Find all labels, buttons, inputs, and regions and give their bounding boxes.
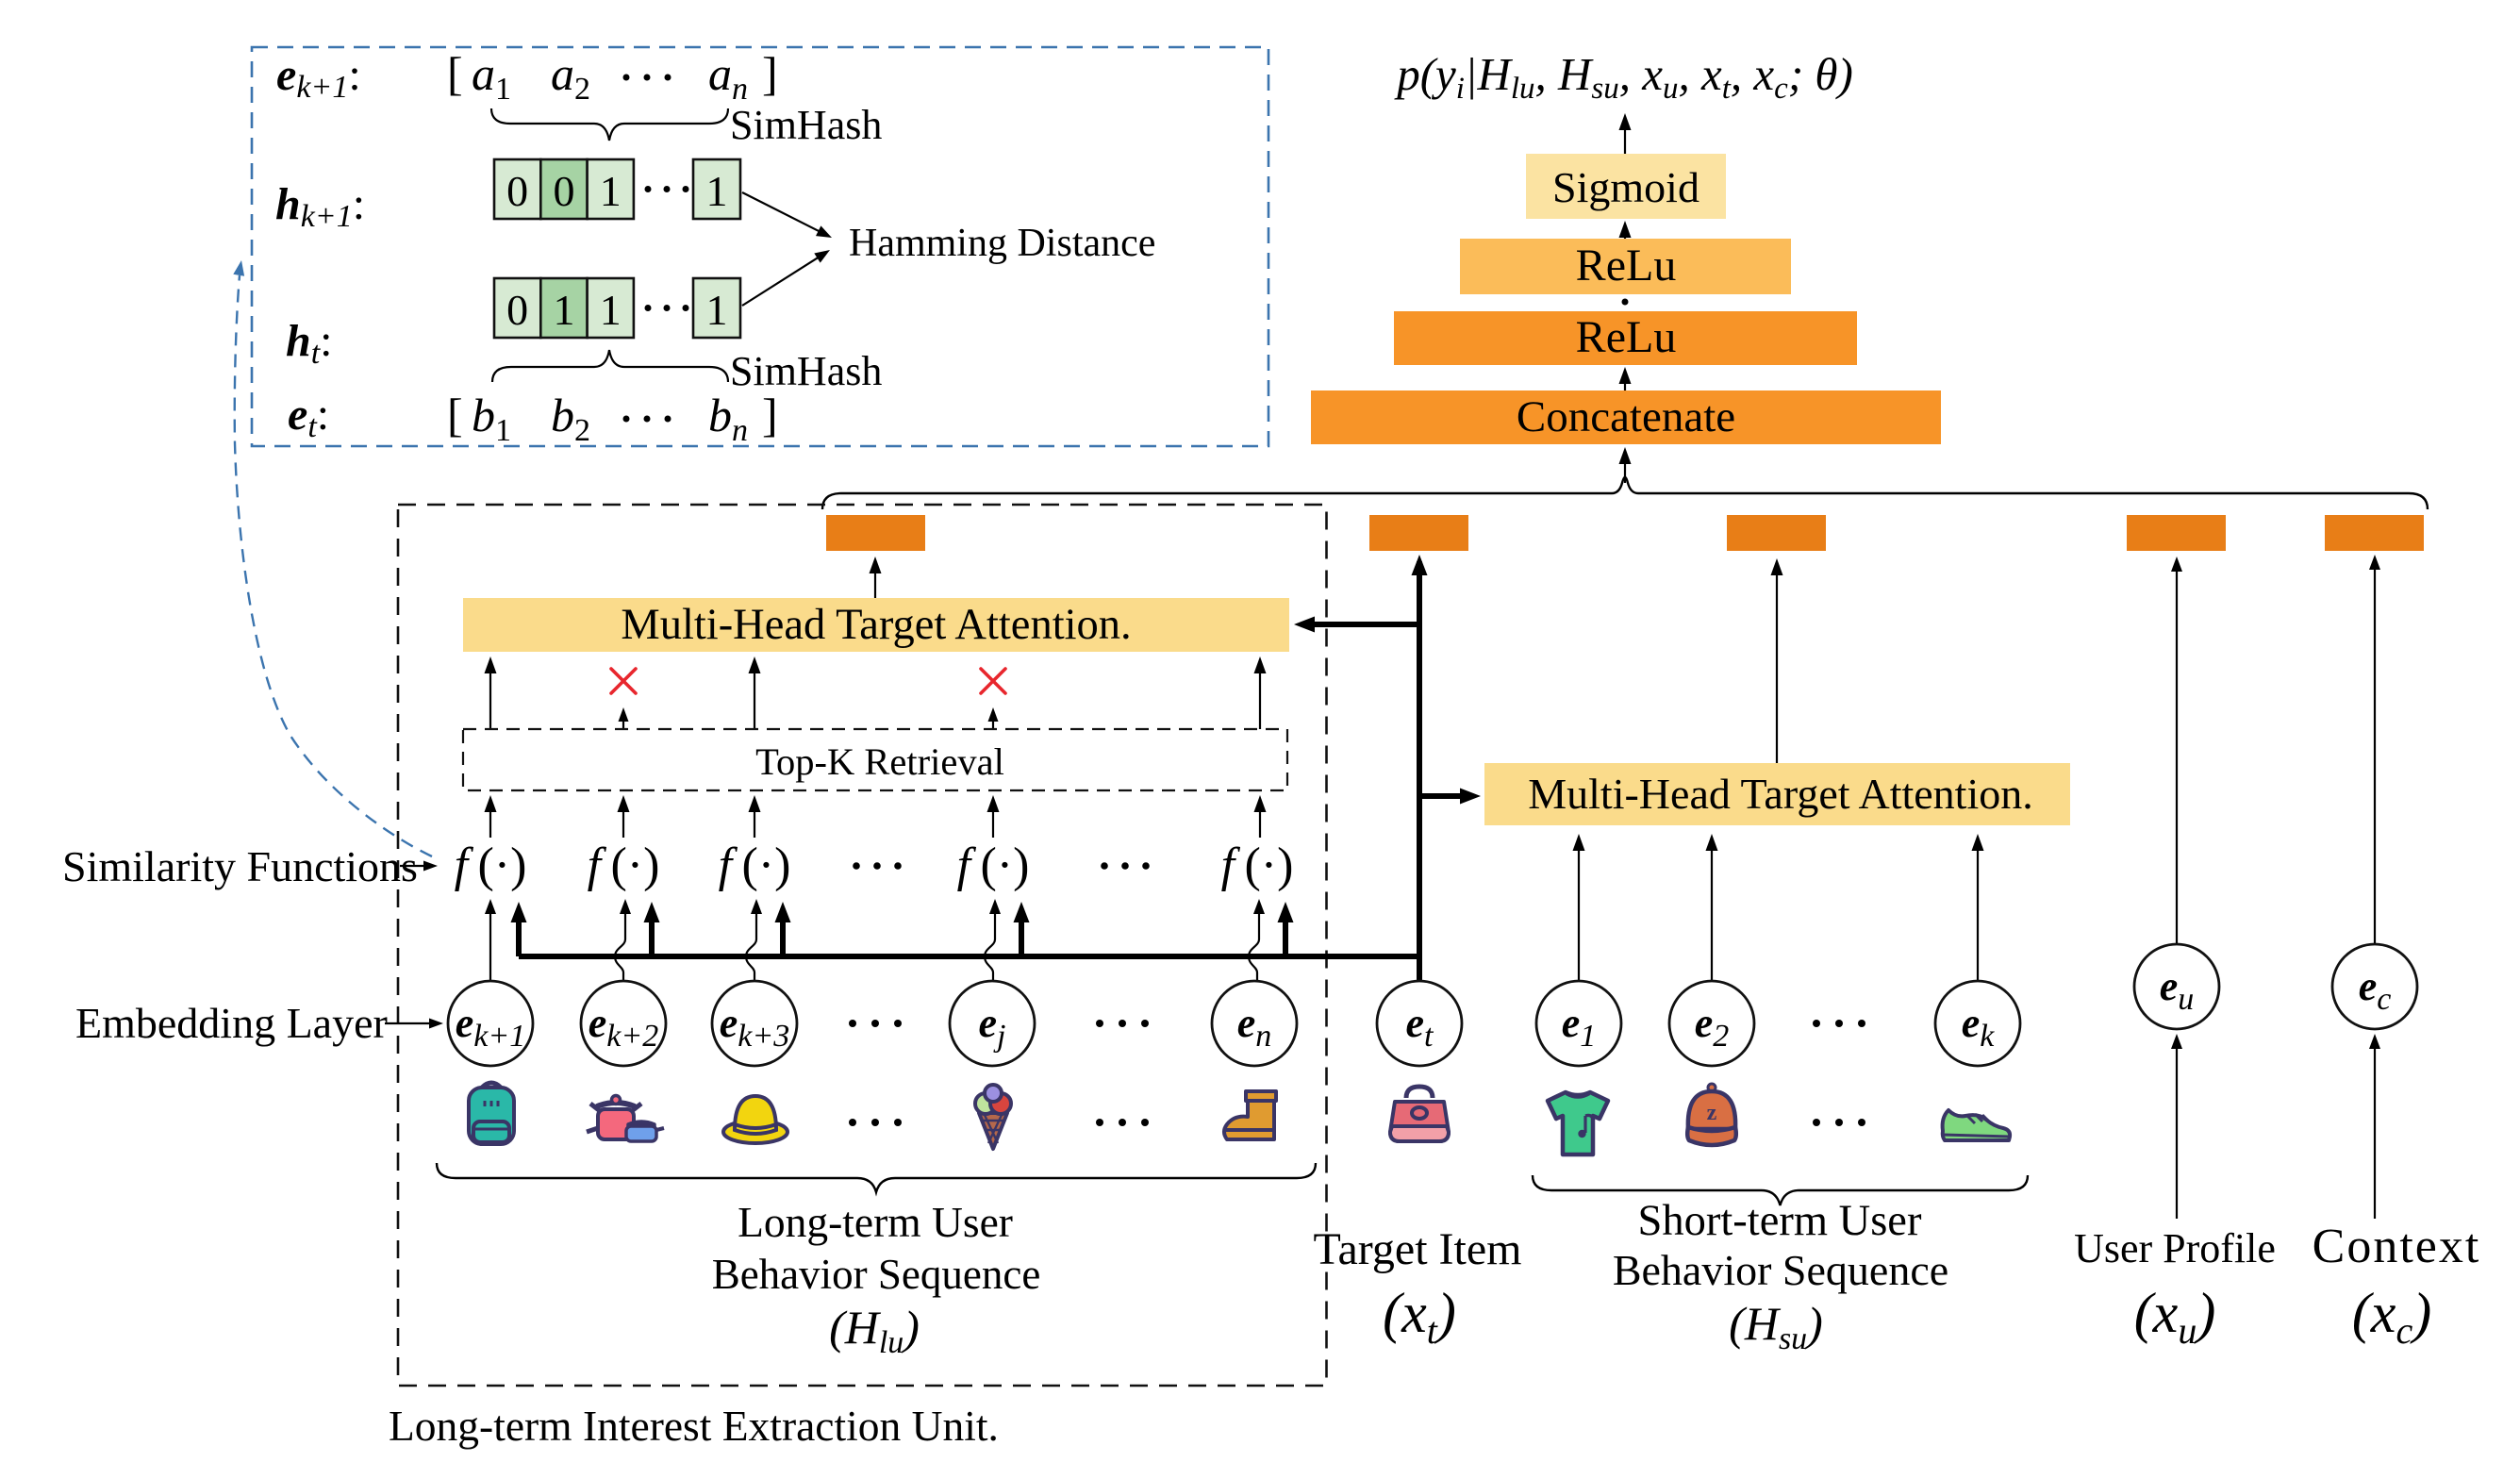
svg-text:bn: bn [708,389,748,448]
svg-text:]: ] [762,389,778,441]
svg-text:Behavior Sequence: Behavior Sequence [1613,1246,1948,1294]
svg-text:1: 1 [706,167,728,215]
svg-text:ek+3: ek+3 [720,1000,790,1054]
svg-text:ej: ej [979,1000,1006,1054]
svg-text:1: 1 [706,286,728,334]
svg-text:ek+1:: ek+1: [276,50,361,105]
svg-text:eu: eu [2160,963,2195,1017]
svg-text:Target Item: Target Item [1314,1224,1522,1274]
svg-text:SimHash: SimHash [730,102,882,148]
svg-text:0: 0 [506,286,528,334]
svg-text:Embedding Layer: Embedding Layer [75,999,388,1047]
svg-text:ek+2: ek+2 [589,1000,659,1054]
svg-text:ec: ec [2359,963,2392,1017]
svg-text:an: an [708,47,748,107]
svg-text:ht:: ht: [286,316,333,371]
svg-text:Concatenate: Concatenate [1517,392,1735,441]
svg-text:Similarity Functions: Similarity Functions [62,842,418,890]
svg-text:b1: b1 [472,389,511,448]
svg-text:ReLu: ReLu [1576,312,1677,362]
svg-text:Context: Context [2313,1220,2481,1273]
svg-text:]: ] [762,47,778,100]
svg-text:(xu): (xu) [2134,1282,2216,1352]
svg-text:a2: a2 [551,47,590,107]
svg-text:ReLu: ReLu [1576,241,1677,291]
svg-text:0: 0 [553,167,574,215]
svg-text:Long-term User: Long-term User [738,1198,1013,1246]
svg-text:f (·): f (·) [957,839,1030,892]
svg-text:f (·): f (·) [1221,839,1294,892]
svg-text:User Profile: User Profile [2074,1225,2276,1271]
svg-text:b2: b2 [551,389,590,448]
svg-text:Short-term User: Short-term User [1638,1197,1922,1245]
svg-text:(xc): (xc) [2352,1282,2431,1352]
svg-text:[: [ [447,389,463,441]
svg-text:a1: a1 [472,47,511,107]
svg-text:Behavior Sequence: Behavior Sequence [712,1251,1041,1298]
svg-text:1: 1 [600,286,622,334]
svg-text:et: et [1406,1000,1435,1054]
svg-text:f (·): f (·) [588,839,660,892]
svg-text:Multi-Head Target Attention.: Multi-Head Target Attention. [1528,770,2033,818]
svg-text:ek: ek [1962,1000,1996,1054]
svg-text:hk+1:: hk+1: [275,179,365,234]
svg-text:(Hsu): (Hsu) [1729,1297,1823,1356]
svg-text:et:: et: [288,390,329,444]
svg-text:f (·): f (·) [455,839,527,892]
svg-text:Long-term Interest Extraction: Long-term Interest Extraction Unit. [389,1402,999,1450]
svg-text:Hamming Distance: Hamming Distance [849,222,1155,265]
svg-text:SimHash: SimHash [730,348,882,394]
svg-text:e2: e2 [1695,1000,1730,1054]
svg-text:ek+1: ek+1 [456,1000,526,1054]
svg-text:1: 1 [553,286,574,334]
svg-text:z: z [1707,1101,1717,1125]
svg-text:Multi-Head Target Attention.: Multi-Head Target Attention. [621,601,1131,649]
svg-text:en: en [1237,1000,1272,1054]
svg-text:(xt): (xt) [1383,1282,1456,1352]
svg-text:(Hlu): (Hlu) [829,1301,920,1360]
svg-text:[: [ [447,47,463,100]
svg-text:Top-K Retrieval: Top-K Retrieval [755,740,1004,783]
svg-text:1: 1 [600,167,622,215]
svg-text:Sigmoid: Sigmoid [1552,163,1699,211]
svg-text:e1: e1 [1562,1000,1597,1054]
svg-text:f (·): f (·) [719,839,791,892]
svg-text:0: 0 [506,167,528,215]
